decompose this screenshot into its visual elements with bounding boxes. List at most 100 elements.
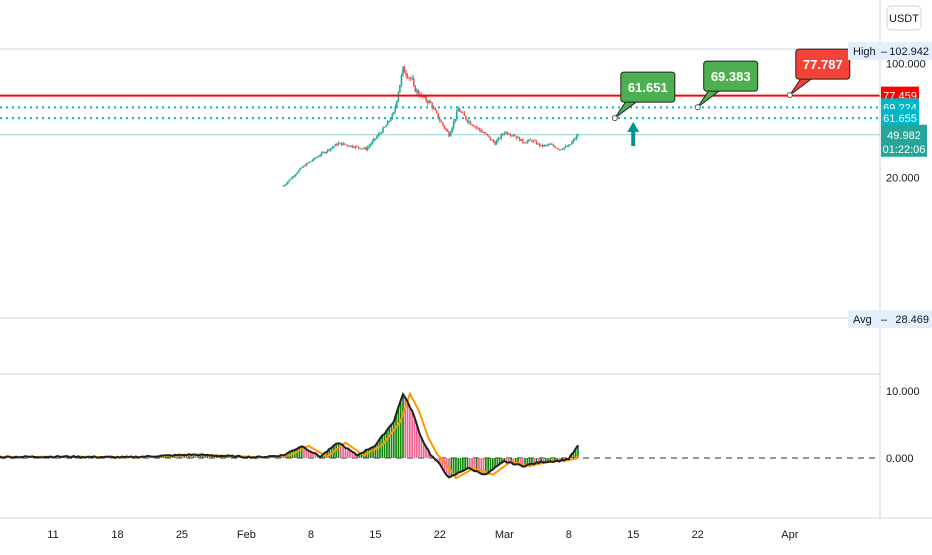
callout-anchor-dot [611,115,618,122]
candle-body [369,143,372,146]
oscillator-main-line [0,391,579,479]
avg-label-dash: – [881,314,888,326]
candle-body [538,143,541,146]
candle-body [498,138,501,139]
callout-label: 69.383 [711,69,751,84]
time-tick-label: 22 [692,529,704,541]
candle-body [491,139,493,141]
candle-body [305,163,308,167]
candle-body [560,149,562,151]
candle-body [569,144,572,146]
callout-2: 69.383 [694,60,759,111]
candle-body [302,165,305,168]
candle-body [282,186,285,187]
candle-body [574,139,576,140]
candle-body [454,118,456,122]
candle-body [482,132,484,133]
candle-body [333,146,335,148]
candle-body [500,134,503,139]
candle-body [506,132,509,135]
candle-body [520,139,522,141]
candle-body [572,139,575,142]
candle-body [380,132,383,134]
price-axis-labels: 100.00080.00060.00040.00020.00010.0000.0… [848,42,932,465]
candle-body [365,147,367,150]
candle-body [374,138,377,140]
price-axis[interactable]: 100.00080.00060.00040.00020.00010.0000.0… [848,0,932,518]
candle-body [362,148,364,150]
candle-body [373,138,375,142]
candle-body [414,85,417,92]
arrow-head [627,121,640,132]
candle-body [376,136,378,139]
candle-body [492,139,495,142]
candle-body [383,127,386,128]
candle-body [396,100,398,107]
price-level-lines [0,94,880,120]
candle-body [529,139,532,141]
candle-body [340,142,343,146]
candle-body [300,167,303,169]
candle-body [379,133,381,134]
price-horizontal-lines [0,48,880,319]
high-label-name: High [853,46,876,58]
candle-body [514,135,516,137]
candle-body [310,161,312,163]
avg-label: Avg –28.469 [848,310,932,328]
candle-body [469,121,472,125]
candle-body [511,135,513,136]
current-price-value: 49.982 [887,130,921,142]
candle-body [343,143,346,145]
level-tag-value: 61.655 [883,113,917,125]
candle-body [509,134,512,136]
candle-body [313,158,315,161]
candle-body [534,140,536,142]
candle-body [307,163,309,164]
candle-body [434,107,437,111]
candle-body [485,133,487,135]
candle-body [463,112,466,116]
candle-body [342,143,344,146]
candle-body [495,140,498,145]
candle-body [389,119,392,121]
callout-anchor-dot [786,92,793,99]
candle-body [314,157,317,159]
candle-body [548,144,550,146]
candle-body [537,143,539,145]
time-tick-label: 18 [111,529,123,541]
candle-body [402,66,404,76]
candle-body [557,148,559,150]
candle-body [528,139,530,141]
current-price-tag-background [881,124,927,157]
candle-body [445,128,447,130]
candle-body [575,135,578,140]
candle-body [322,152,324,154]
candle-body [345,144,347,146]
candle-body [323,152,326,154]
candle-body [558,149,561,150]
candle-body [531,140,533,142]
candle-body [336,144,338,146]
candle-body [465,115,467,120]
callout-box [703,60,759,92]
candle-body [555,147,558,149]
candle-body [319,155,321,157]
candle-body [311,160,314,162]
candle-body [357,146,360,148]
time-axis[interactable]: 11 18 25 Feb 8 15 22 Mar 8 15 22 Apr [0,517,932,541]
candle-body [549,144,552,146]
candle-body [349,145,352,147]
time-tick-label: Mar [495,529,514,541]
candle-body [505,132,507,134]
candle-body [442,122,444,126]
currency-button[interactable]: USDT [886,5,922,31]
candle-body [552,144,555,147]
candle-body [554,146,556,148]
candle-body [546,144,549,146]
candle-body [363,147,366,149]
time-tick-label: 8 [566,529,572,541]
candle-body [458,108,461,112]
candle-body [356,146,358,147]
